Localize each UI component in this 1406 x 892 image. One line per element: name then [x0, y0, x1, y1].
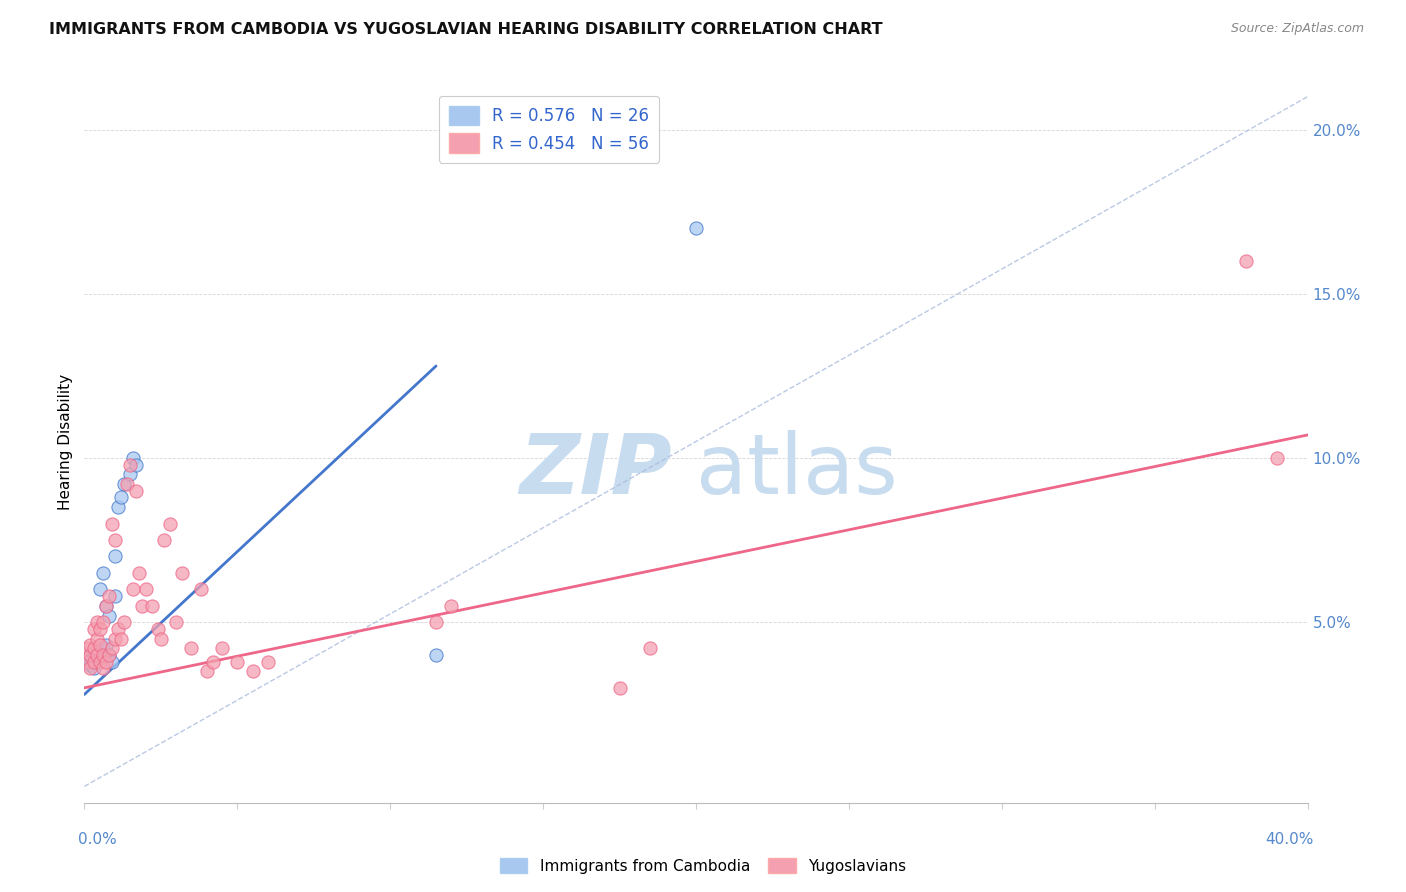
Point — [112, 615, 135, 630]
Point — [89, 582, 111, 597]
Point — [104, 589, 127, 603]
Point — [104, 549, 127, 564]
Point — [1236, 253, 1258, 268]
Point — [638, 641, 661, 656]
Point — [425, 615, 447, 630]
Text: 0.0%: 0.0% — [79, 832, 117, 847]
Point — [440, 599, 463, 613]
Legend: Immigrants from Cambodia, Yugoslavians: Immigrants from Cambodia, Yugoslavians — [494, 852, 912, 880]
Point — [83, 655, 105, 669]
Y-axis label: Hearing Disability: Hearing Disability — [58, 374, 73, 509]
Point — [89, 655, 111, 669]
Point — [122, 450, 145, 465]
Point — [112, 477, 135, 491]
Point — [83, 622, 105, 636]
Point — [91, 566, 114, 580]
Point — [425, 648, 447, 662]
Point — [86, 641, 108, 656]
Point — [79, 661, 101, 675]
Legend: R = 0.576   N = 26, R = 0.454   N = 56: R = 0.576 N = 26, R = 0.454 N = 56 — [439, 95, 659, 162]
Point — [86, 615, 108, 630]
Point — [159, 516, 181, 531]
Point — [83, 661, 105, 675]
Point — [165, 615, 187, 630]
Point — [685, 221, 707, 235]
Point — [120, 467, 142, 482]
Point — [172, 566, 194, 580]
Point — [94, 599, 117, 613]
Point — [76, 655, 98, 669]
Point — [226, 655, 249, 669]
Point — [125, 458, 148, 472]
Point — [79, 648, 101, 662]
Point — [89, 622, 111, 636]
Point — [86, 655, 108, 669]
Point — [107, 500, 129, 515]
Point — [125, 483, 148, 498]
Point — [91, 648, 114, 662]
Point — [91, 615, 114, 630]
Text: IMMIGRANTS FROM CAMBODIA VS YUGOSLAVIAN HEARING DISABILITY CORRELATION CHART: IMMIGRANTS FROM CAMBODIA VS YUGOSLAVIAN … — [49, 22, 883, 37]
Point — [79, 638, 101, 652]
Point — [128, 566, 150, 580]
Point — [94, 655, 117, 669]
Point — [97, 648, 120, 662]
Point — [120, 458, 142, 472]
Text: ZIP: ZIP — [519, 430, 672, 511]
Point — [101, 655, 124, 669]
Point — [76, 641, 98, 656]
Point — [104, 632, 127, 646]
Point — [135, 582, 157, 597]
Point — [101, 641, 124, 656]
Point — [110, 491, 132, 505]
Point — [110, 632, 132, 646]
Point — [180, 641, 202, 656]
Point — [83, 648, 105, 662]
Point — [86, 648, 108, 662]
Point — [83, 641, 105, 656]
Point — [76, 655, 98, 669]
Point — [86, 632, 108, 646]
Text: 40.0%: 40.0% — [1265, 832, 1313, 847]
Point — [97, 648, 120, 662]
Point — [115, 477, 138, 491]
Point — [146, 622, 169, 636]
Point — [97, 589, 120, 603]
Point — [609, 681, 631, 695]
Point — [1265, 450, 1288, 465]
Point — [149, 632, 172, 646]
Point — [79, 657, 101, 672]
Point — [107, 622, 129, 636]
Point — [141, 599, 163, 613]
Point — [211, 641, 233, 656]
Point — [190, 582, 212, 597]
Point — [195, 665, 218, 679]
Point — [242, 665, 264, 679]
Point — [201, 655, 224, 669]
Point — [91, 641, 114, 656]
Point — [97, 608, 120, 623]
Point — [122, 582, 145, 597]
Point — [257, 655, 280, 669]
Point — [91, 661, 114, 675]
Text: atlas: atlas — [696, 430, 897, 511]
Text: Source: ZipAtlas.com: Source: ZipAtlas.com — [1230, 22, 1364, 36]
Point — [104, 533, 127, 547]
Point — [89, 638, 111, 652]
Point — [94, 599, 117, 613]
Point — [131, 599, 153, 613]
Point — [101, 516, 124, 531]
Point — [94, 638, 117, 652]
Point — [89, 648, 111, 662]
Point — [79, 648, 101, 662]
Point — [153, 533, 176, 547]
